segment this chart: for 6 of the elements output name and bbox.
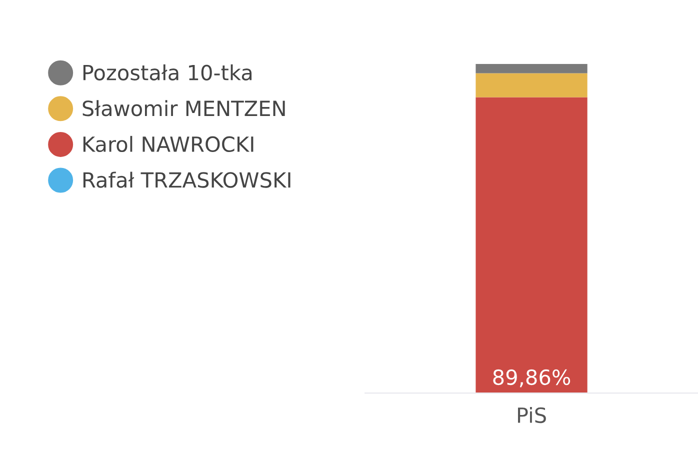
data-label: 89,86% [493,369,570,388]
legend-label: Karol NAWROCKI [83,136,254,152]
legend-label: Rafał TRZASKOWSKI [83,172,290,188]
x-tick-label: PiS [518,406,546,424]
legend-label: Pozostała 10-tka [83,64,252,80]
legend-label: Sławomir MENTZEN [82,100,285,116]
